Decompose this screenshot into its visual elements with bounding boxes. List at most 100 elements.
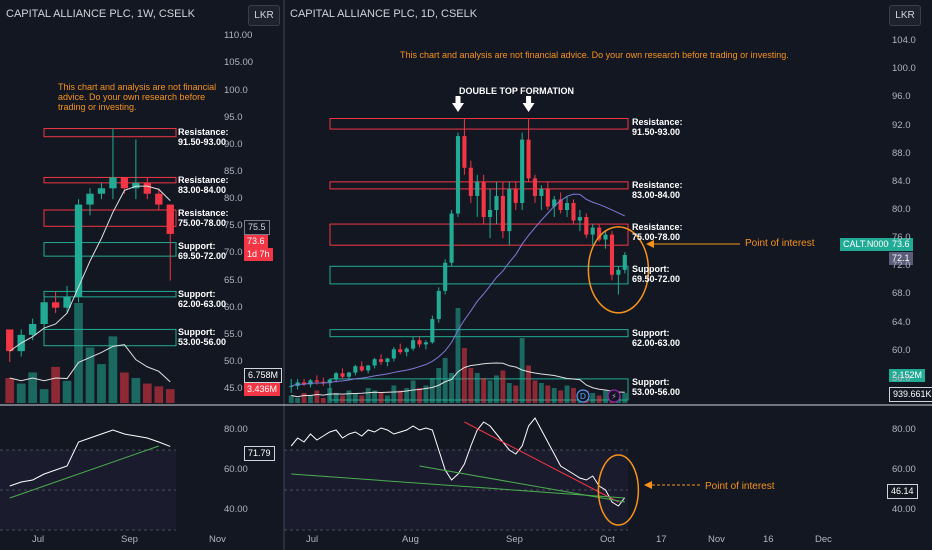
left-volume-bar bbox=[74, 303, 83, 403]
left-price-tick: 105.00 bbox=[224, 57, 254, 69]
left-zone-box bbox=[43, 209, 177, 227]
rsi-poi-label: Point of interest bbox=[705, 481, 775, 492]
right-volume-bar bbox=[506, 383, 512, 403]
left-volume-bar bbox=[51, 366, 60, 403]
right-candle-body bbox=[622, 255, 627, 270]
left-price-tick: 100.0 bbox=[224, 84, 248, 96]
right-volume-bar bbox=[545, 385, 551, 403]
zone-range: 53.00-56.00 bbox=[178, 337, 227, 348]
right-volume-bar bbox=[404, 388, 410, 403]
left-candle-body bbox=[143, 182, 152, 194]
left-price-ma-line bbox=[9, 185, 171, 352]
right-volume-bar bbox=[365, 388, 371, 403]
right-volume-bar bbox=[468, 368, 474, 403]
right-price-tick: 104.0 bbox=[892, 35, 916, 47]
left-candle-body bbox=[63, 296, 71, 308]
right-rsi-badge: 46.14 bbox=[887, 484, 918, 499]
left-candle-body bbox=[86, 193, 94, 205]
right-zone-box bbox=[329, 265, 629, 285]
right-volume-bar bbox=[551, 388, 557, 403]
right-volume-bar bbox=[571, 388, 576, 403]
left-candle-body bbox=[155, 193, 163, 205]
right-volume-bar bbox=[372, 390, 378, 403]
right-volume-bar bbox=[384, 395, 390, 403]
left-price-tick: 95.0 bbox=[224, 111, 243, 123]
left-price-tick: 45.0 bbox=[224, 383, 243, 395]
split-event-icon bbox=[607, 389, 621, 403]
right-price-ma-line bbox=[291, 193, 626, 387]
left-volume-bar bbox=[62, 380, 72, 403]
right-candle-body bbox=[443, 262, 448, 291]
right-candle-body bbox=[513, 188, 518, 203]
left-volume-bar bbox=[28, 372, 38, 403]
double-top-arrow-head bbox=[452, 103, 464, 112]
right-x-label: Sep bbox=[506, 534, 523, 545]
right-price-tick: 60.0 bbox=[892, 344, 911, 356]
right-candle-body bbox=[423, 342, 428, 345]
left-x-label: Nov bbox=[209, 534, 226, 545]
right-candle-body bbox=[359, 366, 364, 371]
right-candle-body bbox=[378, 359, 384, 362]
right-volume-bar bbox=[564, 385, 570, 403]
double-top-arrow-shaft bbox=[526, 96, 532, 103]
right-volume-bar bbox=[346, 390, 352, 403]
right-ma-price-badge: 72.1 bbox=[889, 252, 913, 265]
poi-label: Point of interest bbox=[745, 238, 815, 249]
right-volume-bar bbox=[410, 380, 416, 403]
right-volume-bar bbox=[308, 395, 313, 403]
zone-range: 53.00-56.00 bbox=[632, 386, 681, 397]
right-volume-bar bbox=[487, 380, 493, 403]
right-candle-body bbox=[558, 199, 563, 210]
right-candle-body bbox=[532, 178, 538, 196]
right-volume-bar bbox=[340, 395, 345, 403]
left-zone-box bbox=[43, 242, 177, 257]
zone-title: Support: bbox=[632, 376, 670, 387]
right-volume-bar bbox=[378, 393, 384, 403]
right-candle-body bbox=[353, 366, 358, 373]
right-rsi-trendline-red bbox=[464, 421, 619, 503]
right-volume-bar bbox=[513, 385, 519, 403]
right-candle-body bbox=[545, 188, 550, 207]
left-volume-ma-line bbox=[9, 344, 171, 383]
zone-title: Support: bbox=[178, 240, 216, 251]
right-price-tick: 88.0 bbox=[892, 147, 911, 159]
right-zone-label: Resistance: 91.50-93.00 bbox=[632, 117, 683, 137]
right-volume-ma-line bbox=[291, 362, 625, 398]
right-price-tick: 92.0 bbox=[892, 119, 911, 131]
left-volume-bar bbox=[85, 347, 95, 403]
left-price-tick: 110.00 bbox=[224, 30, 253, 42]
right-volume-bar bbox=[288, 395, 294, 403]
zone-title: Support: bbox=[632, 327, 670, 338]
right-zone-label: Resistance: 75.00-78.00 bbox=[632, 222, 683, 242]
left-rsi-trendline bbox=[9, 445, 159, 499]
right-x-label: Dec bbox=[815, 534, 832, 545]
right-rsi-trendline-green-2 bbox=[419, 465, 625, 503]
zone-range: 62.00-63.00 bbox=[632, 337, 681, 348]
left-disclaimer: This chart and analysis are not financia… bbox=[58, 82, 238, 112]
left-candle-body bbox=[109, 177, 117, 189]
left-candle-body bbox=[120, 177, 129, 189]
right-candle-body bbox=[391, 349, 396, 359]
left-currency-button[interactable]: LKR bbox=[248, 5, 280, 26]
right-volume-bar bbox=[320, 398, 326, 403]
right-x-label: Oct bbox=[600, 534, 615, 545]
right-zone-label: Support: 69.50-72.00 bbox=[632, 264, 680, 284]
zone-range: 91.50-93.00 bbox=[178, 136, 227, 147]
right-volume-bar bbox=[327, 388, 333, 403]
right-candle-body bbox=[308, 380, 313, 385]
left-price-tick: 90.0 bbox=[224, 138, 243, 150]
right-candle-body bbox=[616, 269, 621, 275]
left-volume-bar bbox=[39, 389, 49, 403]
left-zone-label: Support: 62.00-63.00 bbox=[178, 289, 226, 309]
symbol-badge: CALT.N0000 bbox=[840, 238, 897, 251]
left-volume-bar bbox=[5, 378, 15, 403]
left-disclaimer-line: advice. Do your own research before bbox=[58, 92, 206, 102]
zone-range: 62.00-63.00 bbox=[178, 299, 227, 310]
right-currency-button[interactable]: LKR bbox=[889, 5, 921, 26]
double-top-arrow-head bbox=[522, 103, 535, 112]
right-candle-body bbox=[340, 373, 345, 377]
rsi-poi-circle bbox=[597, 454, 640, 526]
left-volume-bar bbox=[97, 364, 106, 403]
left-price-tick: 55.0 bbox=[224, 328, 243, 340]
